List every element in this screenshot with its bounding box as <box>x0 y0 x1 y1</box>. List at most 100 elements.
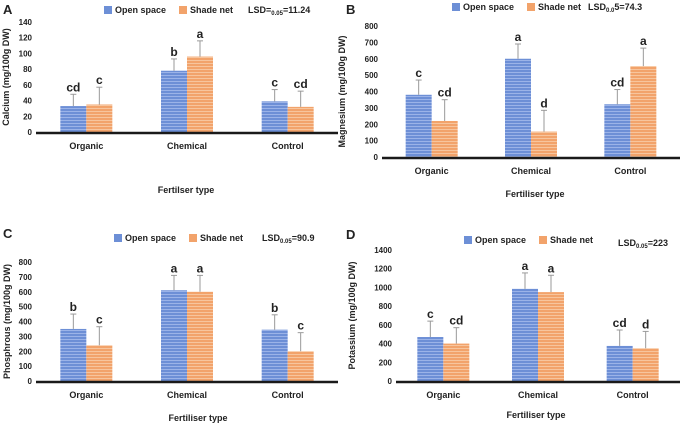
bar-shade-net <box>287 351 314 381</box>
panel-label: C <box>3 226 13 241</box>
significance-letter: c <box>96 73 103 87</box>
lsd-prefix: LSD <box>618 238 637 248</box>
y-tick-label: 140 <box>19 18 33 27</box>
lsd-value: =90.9 <box>292 233 315 243</box>
legend-swatch-open-space <box>114 234 122 242</box>
y-tick-label: 1000 <box>374 283 392 292</box>
panel-label: B <box>346 2 355 17</box>
significance-letter: c <box>271 76 278 90</box>
lsd-subscript: 0.0 <box>606 8 615 14</box>
panel-d: D 0 200 400 600 800 1000 1200 1400 Potassium (mg/… <box>346 227 680 420</box>
significance-letter: a <box>640 34 647 48</box>
y-axis-label: Potassium (mg/100g DW) <box>347 261 357 369</box>
bar-open-space <box>505 58 531 157</box>
y-tick-label: 60 <box>23 81 32 90</box>
y-tick-label: 200 <box>365 120 379 129</box>
significance-letter: c <box>415 66 422 80</box>
legend-swatch-open-space <box>464 236 472 244</box>
significance-letter: b <box>170 45 177 59</box>
bar-shade-net <box>431 120 458 157</box>
y-tick-label: 800 <box>379 302 393 311</box>
y-tick-label: 200 <box>19 347 33 356</box>
lsd-value: 5=74.3 <box>614 2 642 12</box>
bar-open-space <box>405 94 432 157</box>
bar-open-space <box>606 345 633 381</box>
bar-shade-net <box>443 343 470 381</box>
y-tick-label: 400 <box>365 88 379 97</box>
y-tick-label: 100 <box>19 49 33 58</box>
y-tick-label: 20 <box>23 112 32 121</box>
significance-letter: a <box>522 259 529 273</box>
bar-open-space <box>60 106 87 132</box>
legend-label: Open space <box>125 233 176 243</box>
y-axis-label: Calcium (mg/100g DW) <box>1 28 11 126</box>
bar-shade-net <box>86 345 113 381</box>
y-tick-label: 100 <box>19 362 33 371</box>
x-axis-label: Fertiliser type <box>506 410 565 420</box>
legend: Open space Shade net <box>452 2 581 12</box>
x-tick-label: Organic <box>415 166 449 176</box>
legend-label: Shade net <box>538 2 581 12</box>
x-tick-label: Chemical <box>511 166 551 176</box>
bar-open-space <box>512 288 538 381</box>
y-axis-label: Phosphrous (mg/100g DW) <box>2 264 12 379</box>
significance-letter: c <box>427 307 434 321</box>
y-tick-label: 1200 <box>374 265 392 274</box>
significance-letter: a <box>197 261 204 275</box>
y-tick-label: 300 <box>19 332 33 341</box>
x-tick-label: Control <box>614 166 646 176</box>
panel-label: D <box>346 227 355 242</box>
y-tick-label: 700 <box>19 273 33 282</box>
lsd-value: =11.24 <box>283 5 310 15</box>
panel-a: A 0 20 40 60 80 100 120 140 Calcium (mg/100g DW) c… <box>1 2 338 195</box>
legend-swatch-shade-net <box>189 234 197 242</box>
x-tick-label: Control <box>617 390 649 400</box>
y-tick-label: 120 <box>19 34 33 43</box>
legend: Open space Shade net <box>464 235 593 245</box>
y-tick-label: 400 <box>379 340 393 349</box>
y-tick-label: 40 <box>23 97 32 106</box>
bar-open-space <box>261 101 288 132</box>
bar-open-space <box>60 328 87 381</box>
significance-letter: cd <box>610 76 624 90</box>
y-axis-label: Magnesium (mg/100g DW) <box>337 35 347 147</box>
significance-letter: cd <box>613 316 627 330</box>
y-tick-label: 600 <box>19 288 33 297</box>
lsd-subscript: 0.05 <box>271 11 283 17</box>
x-tick-label: Organic <box>69 390 103 400</box>
y-tick-label: 500 <box>19 303 33 312</box>
bar-shade-net <box>531 131 557 157</box>
x-tick-label: Control <box>272 390 304 400</box>
x-tick-label: Chemical <box>167 390 207 400</box>
significance-letter: a <box>171 261 178 275</box>
bar-shade-net <box>630 66 657 157</box>
lsd-annotation: LSD0.05=74.3 <box>588 2 642 14</box>
x-tick-label: Control <box>272 141 304 151</box>
bar-shade-net <box>187 291 213 381</box>
x-tick-label: Chemical <box>167 141 207 151</box>
y-tick-label: 0 <box>388 377 393 386</box>
y-tick-label: 100 <box>365 137 379 146</box>
bar-shade-net <box>187 56 213 133</box>
significance-letter: cd <box>438 86 452 100</box>
lsd-prefix: LSD <box>262 233 281 243</box>
bar-shade-net <box>538 292 564 381</box>
legend-swatch-open-space <box>452 3 460 11</box>
bar-open-space <box>261 329 288 381</box>
x-tick-label: Chemical <box>518 390 558 400</box>
significance-letter: a <box>197 27 204 41</box>
lsd-annotation: LSD0.05=223 <box>618 238 668 250</box>
significance-letter: cd <box>66 80 80 94</box>
significance-letter: a <box>515 30 522 44</box>
y-tick-label: 1400 <box>374 246 392 255</box>
y-tick-label: 0 <box>28 128 33 137</box>
panel-c: C 0 100 200 300 400 500 600 700 800 Phosphrous (mg… <box>2 226 338 423</box>
x-axis-label: Fertiliser type <box>168 413 227 423</box>
bar-open-space <box>604 104 631 157</box>
legend: Open space Shade net <box>104 5 233 15</box>
lsd-subscript: 0.05 <box>636 244 648 250</box>
significance-letter: b <box>70 300 77 314</box>
lsd-value: =223 <box>648 238 668 248</box>
lsd-prefix: LSD <box>588 2 607 12</box>
